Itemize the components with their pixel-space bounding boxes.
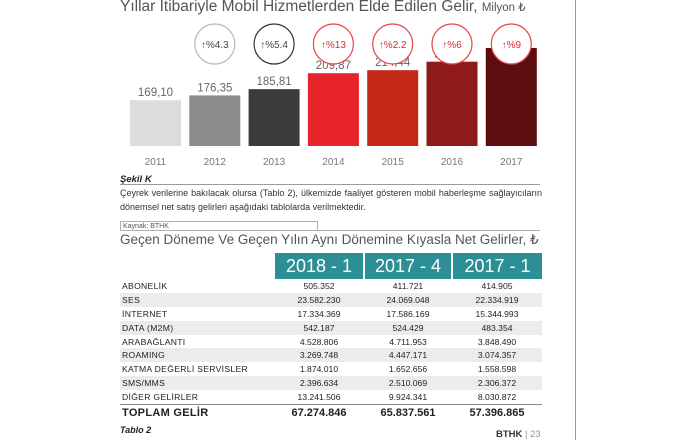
growth-label-2014: ↑%13 [321, 40, 346, 51]
value-label-2014: 209,87 [316, 60, 351, 72]
category-label-2012: 2012 [204, 157, 227, 168]
growth-label-2016: ↑%6 [442, 40, 462, 51]
table-row: SMS/MMS 2.396.634 2.510.069 2.306.372 [120, 376, 542, 391]
total-label: TOPLAM GELİR [122, 407, 209, 420]
growth-bubble-2014 [312, 23, 354, 65]
total-value-2017-4: 65.837.561 [380, 407, 436, 420]
growth-label-2017: ↑%9 [502, 40, 522, 51]
table-row: DATA (M2M) 542.187 524.429 483.354 [120, 320, 542, 335]
table-row: İNTERNET 17.334.369 17.586.169 15.344.993 [120, 307, 542, 321]
bar-2015 [367, 70, 419, 146]
row-label: SES [122, 294, 141, 305]
growth-label-2015: ↑%2.2 [379, 40, 407, 51]
page-number: 23 [530, 429, 541, 440]
header-2017-1: 2017 - 1 [453, 253, 542, 279]
row-value: 3.848.490 [477, 336, 517, 347]
row-value: 8.030.872 [477, 392, 517, 403]
row-value: 3.269.748 [299, 350, 339, 361]
figure-divider [120, 184, 540, 185]
bar-2016 [426, 61, 478, 146]
table-title: Geçen Döneme Ve Geçen Yılın Aynı Dönemin… [120, 232, 539, 247]
growth-bubble-2013 [253, 23, 295, 65]
row-value: 1.558.598 [477, 364, 517, 375]
row-value: 13.241.506 [297, 392, 341, 403]
description-paragraph: Çeyrek verilerine bakılacak olursa (Tabl… [120, 188, 542, 212]
value-label-2013: 185,81 [257, 76, 292, 88]
header-2017-4: 2017 - 4 [365, 253, 451, 279]
bar-2014 [307, 73, 359, 146]
row-label: SMS/MMS [122, 378, 166, 389]
row-value: 483.354 [481, 322, 513, 333]
total-value-2018-1: 67.274.846 [291, 407, 347, 420]
revenue-bar-chart: 169,10 2011 176,35 2012 ↑%4.3 185,81 2013 ↑%5.4… [130, 23, 537, 168]
table-header: 2018 - 1 2017 - 4 2017 - 1 [120, 253, 542, 279]
growth-bubble-2015 [372, 23, 414, 65]
page-footer: BTHK | 23 [496, 429, 541, 440]
row-value: 15.344.993 [475, 308, 519, 319]
row-value: 17.586.169 [386, 308, 430, 319]
row-value: 3.074.357 [477, 350, 517, 361]
category-label-2015: 2015 [382, 157, 405, 168]
row-value: 524.429 [392, 322, 424, 333]
table-row: ARABAĞLANTI 4.528.806 4.711.953 3.848.490 [120, 335, 542, 349]
row-label: DİĞER GELİRLER [122, 392, 199, 403]
row-value: 22.334.919 [475, 294, 519, 305]
figure-label: Şekil K [120, 174, 152, 185]
header-2018-1: 2018 - 1 [275, 253, 363, 279]
row-value: 505.352 [303, 281, 335, 291]
row-value: 2.306.372 [477, 378, 517, 389]
category-label-2017: 2017 [500, 157, 523, 168]
chart-title-unit: Milyon ₺ [481, 2, 526, 14]
growth-label-2012: ↑%4.3 [201, 40, 229, 51]
category-label-2013: 2013 [263, 157, 286, 168]
category-label-2011: 2011 [145, 157, 167, 168]
row-value: 2.396.634 [299, 378, 339, 389]
row-value: 414.905 [481, 281, 513, 291]
table-label: Tablo 2 [120, 425, 152, 435]
value-label-2012: 176,35 [197, 82, 232, 94]
table-row: KATMA DEĞERLİ SERVİSLER 1.874.010 1.652.65… [120, 362, 542, 376]
table-row: DİĞER GELİRLER 13.241.506 9.924.341 8.030.8… [120, 390, 542, 404]
bar-2013 [248, 89, 300, 146]
row-label: İNTERNET [122, 308, 168, 319]
growth-bubble-2016 [431, 23, 473, 65]
row-label: DATA (M2M) [122, 322, 174, 333]
table-row: SES 23.582.230 24.069.048 22.334.919 [120, 292, 542, 307]
growth-bubble-2012 [194, 23, 236, 65]
source-label: Kaynak: BTHK [120, 221, 318, 231]
row-value: 542.187 [303, 322, 335, 333]
page-edge-rule [575, 0, 576, 440]
bar-2012 [189, 95, 241, 146]
table-row: ABONELİK 505.352 411.721 414.905 [120, 279, 542, 293]
total-row: TOPLAM GELİR 67.274.846 65.837.561 57.39… [120, 404, 542, 421]
row-value: 411.721 [392, 281, 424, 291]
growth-bubble-2017 [490, 23, 532, 65]
row-label: ABONELİK [122, 281, 168, 291]
row-value: 4.447.171 [388, 350, 428, 361]
revenue-table: 2018 - 1 2017 - 4 2017 - 1 ABONELİK 505.3… [120, 253, 542, 421]
category-label-2014: 2014 [322, 157, 345, 168]
row-value: 17.334.369 [297, 308, 341, 319]
row-value: 24.069.048 [386, 294, 430, 305]
footer-brand: BTHK [496, 429, 523, 440]
row-value: 2.510.069 [388, 378, 428, 389]
row-label: ARABAĞLANTI [122, 336, 186, 347]
chart-title: Yıllar İtibariyle Mobil Hizmetlerden Eld… [120, 0, 526, 16]
bar-2011 [130, 100, 181, 146]
row-value: 1.652.656 [388, 364, 428, 375]
table-row: ROAMING 3.269.748 4.447.171 3.074.357 [120, 348, 542, 363]
value-label-2011: 169,10 [138, 87, 173, 99]
source-divider [318, 230, 540, 231]
category-label-2016: 2016 [441, 157, 464, 168]
growth-label-2013: ↑%5.4 [260, 40, 288, 51]
row-value: 23.582.230 [297, 294, 341, 305]
row-value: 9.924.341 [388, 392, 428, 403]
row-value: 4.711.953 [389, 336, 427, 347]
chart-title-text: Yıllar İtibariyle Mobil Hizmetlerden Eld… [120, 0, 478, 15]
total-value-2017-1: 57.396.865 [469, 407, 525, 420]
row-value: 1.874.010 [299, 364, 339, 375]
row-label: ROAMING [122, 350, 166, 361]
row-label: KATMA DEĞERLİ SERVİSLER [122, 364, 248, 375]
row-value: 4.528.806 [299, 336, 339, 347]
